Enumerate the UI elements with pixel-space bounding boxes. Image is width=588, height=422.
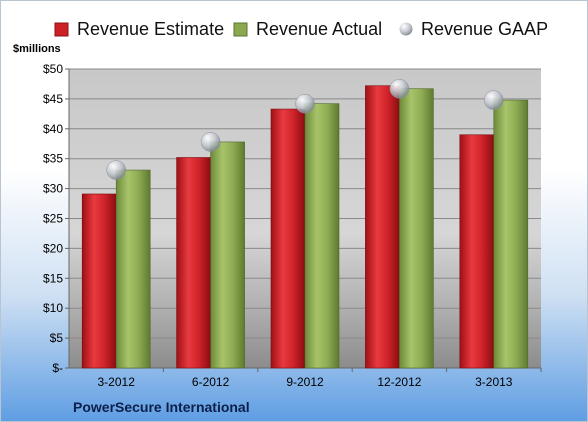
- legend-swatch-actual: [233, 22, 248, 37]
- bar-revenue-actual: [493, 99, 529, 369]
- bar-revenue-estimate: [270, 108, 306, 369]
- legend-item-revenue-gaap: Revenue GAAP: [397, 18, 548, 40]
- y-tick-label: $40: [43, 122, 63, 136]
- bar-revenue-actual: [304, 103, 340, 369]
- legend-item-revenue-actual: Revenue Actual: [232, 18, 382, 40]
- y-tick-label: $25: [43, 212, 63, 226]
- x-tick-label: 9-2012: [286, 375, 324, 389]
- legend-label-gaap: Revenue GAAP: [421, 18, 549, 39]
- y-tick-label: $20: [43, 241, 63, 255]
- legend-label-actual: Revenue Actual: [256, 18, 383, 39]
- y-tick-label: $5: [50, 331, 64, 345]
- y-tick-label: $-: [52, 361, 63, 375]
- x-tick-label: 3-2012: [98, 375, 136, 389]
- y-tick-label: $30: [43, 182, 63, 196]
- company-name: PowerSecure International: [73, 399, 250, 415]
- y-tick-label: $10: [43, 301, 63, 315]
- legend-marker-gaap: [399, 22, 413, 36]
- legend-swatch-estimate: [54, 22, 69, 37]
- bar-revenue-estimate: [81, 193, 117, 369]
- y-tick-label: $35: [43, 152, 63, 166]
- y-tick-label: $15: [43, 271, 63, 285]
- x-tick-label: 3-2013: [475, 375, 513, 389]
- bar-revenue-estimate: [176, 157, 211, 369]
- y-axis-unit-label: $millions: [13, 43, 61, 55]
- bar-revenue-actual: [399, 88, 434, 369]
- y-tick-label: $45: [43, 92, 63, 106]
- bar-revenue-estimate: [459, 134, 495, 369]
- legend-label-estimate: Revenue Estimate: [77, 18, 225, 39]
- marker-revenue-gaap: [106, 160, 126, 180]
- x-tick-label: 12-2012: [377, 375, 421, 389]
- marker-revenue-gaap: [295, 93, 315, 114]
- y-tick-label: $50: [43, 62, 63, 76]
- bar-revenue-actual: [115, 169, 151, 369]
- marker-revenue-gaap: [389, 78, 410, 99]
- marker-revenue-gaap: [200, 132, 221, 152]
- legend-item-revenue-estimate: Revenue Estimate: [53, 18, 224, 40]
- bar-revenue-estimate: [365, 85, 400, 369]
- x-tick-label: 6-2012: [192, 375, 230, 389]
- bar-revenue-actual: [210, 141, 245, 369]
- marker-revenue-gaap: [484, 90, 504, 110]
